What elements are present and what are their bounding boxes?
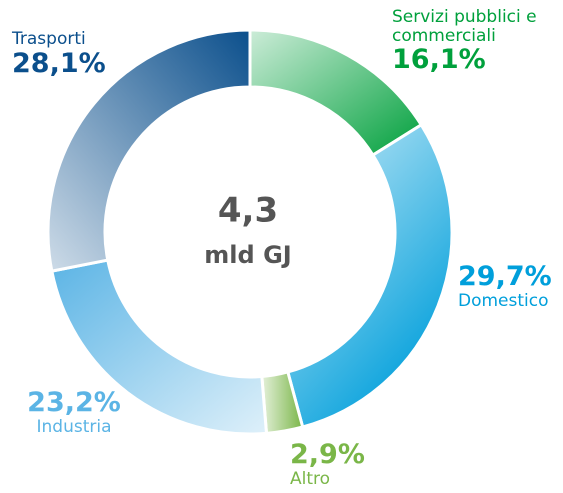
slice-name: Domestico: [458, 290, 549, 311]
slice-label: 23,2% Industria: [14, 388, 134, 436]
slice-label: 2,9% Altro: [290, 440, 380, 488]
slice-percent: 2,9%: [290, 439, 365, 470]
slice-label: 29,7% Domestico: [458, 262, 563, 310]
center-unit: mld GJ: [204, 241, 291, 269]
slice-label: Servizi pubblici e commerciali 16,1%: [392, 8, 562, 75]
slice-label: Trasporti 28,1%: [12, 30, 162, 78]
slice-percent: 29,7%: [458, 261, 552, 292]
slice-name: Industria: [36, 416, 112, 437]
donut-slice: [46, 28, 252, 273]
slice-name: Servizi pubblici e commerciali: [392, 7, 537, 46]
center-value: 4,3: [218, 191, 278, 231]
slice-name: Trasporti: [12, 29, 86, 49]
slice-percent: 23,2%: [27, 387, 121, 418]
slice-percent: 16,1%: [392, 44, 486, 76]
donut-slice: [285, 122, 454, 429]
slice-name: Altro: [290, 468, 331, 489]
slice-percent: 28,1%: [12, 47, 106, 79]
